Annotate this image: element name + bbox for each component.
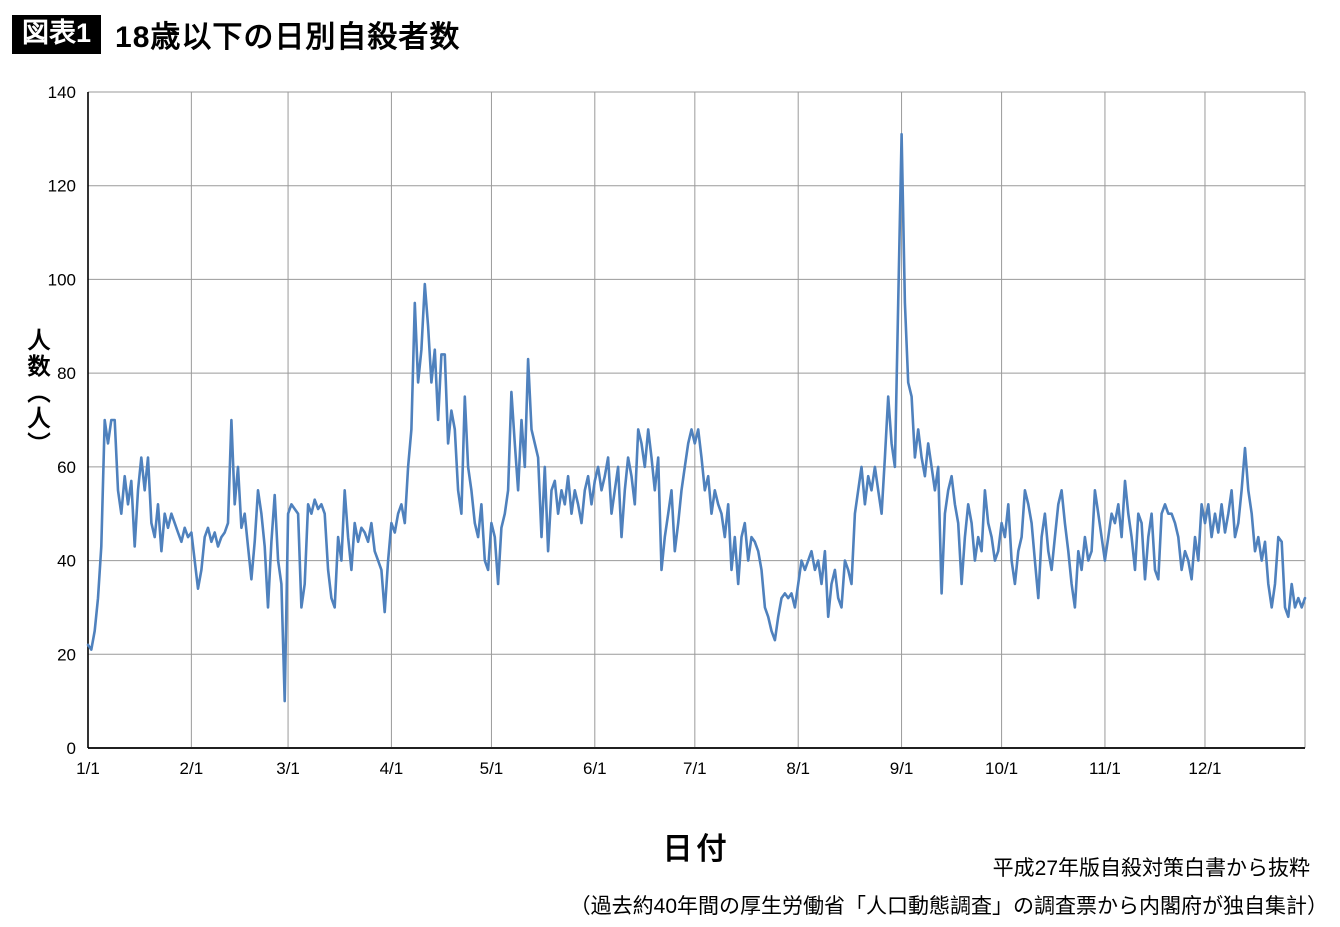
x-tick-label: 8/1 xyxy=(786,759,810,778)
y-tick-label: 140 xyxy=(48,83,76,102)
y-tick-label: 120 xyxy=(48,177,76,196)
x-tick-label: 1/1 xyxy=(76,759,100,778)
x-tick-label: 3/1 xyxy=(276,759,300,778)
source-note-2: （過去約40年間の厚生労働省「人口動態調査」の調査票から内閣府が独自集計） xyxy=(569,895,1328,918)
y-tick-label: 100 xyxy=(48,270,76,289)
y-tick-label: 40 xyxy=(57,552,76,571)
y-tick-label: 20 xyxy=(57,645,76,664)
data-series-line xyxy=(86,132,1307,703)
x-tick-label: 9/1 xyxy=(890,759,914,778)
x-tick-label: 10/1 xyxy=(985,759,1018,778)
y-tick-label: 80 xyxy=(57,364,76,383)
y-axis-title: 人数（人） xyxy=(24,328,50,458)
x-tick-label: 7/1 xyxy=(683,759,707,778)
line-chart: 0 20 40 60 80 100 120 140 1/1 2/1 3/1 4/1 5/1 6/1 7/1 8… xyxy=(48,83,1307,778)
x-tick-label: 12/1 xyxy=(1188,759,1221,778)
x-tick-label: 11/1 xyxy=(1089,759,1121,778)
x-tick-label: 4/1 xyxy=(380,759,404,778)
chart-header: 図表1 18歳以下の日別自殺者数 xyxy=(12,12,460,56)
x-tick-label: 2/1 xyxy=(180,759,204,778)
x-axis-title: 日付 xyxy=(662,833,731,866)
figure-badge: 図表1 xyxy=(12,14,102,54)
chart-title: 18歳以下の日別自殺者数 xyxy=(115,21,461,54)
source-note-1: 平成27年版自殺対策白書から抜粋 xyxy=(992,857,1310,880)
y-tick-label: 60 xyxy=(57,458,76,477)
x-tick-label: 6/1 xyxy=(583,759,607,778)
y-tick-label: 0 xyxy=(67,739,76,758)
x-tick-label: 5/1 xyxy=(480,759,504,778)
